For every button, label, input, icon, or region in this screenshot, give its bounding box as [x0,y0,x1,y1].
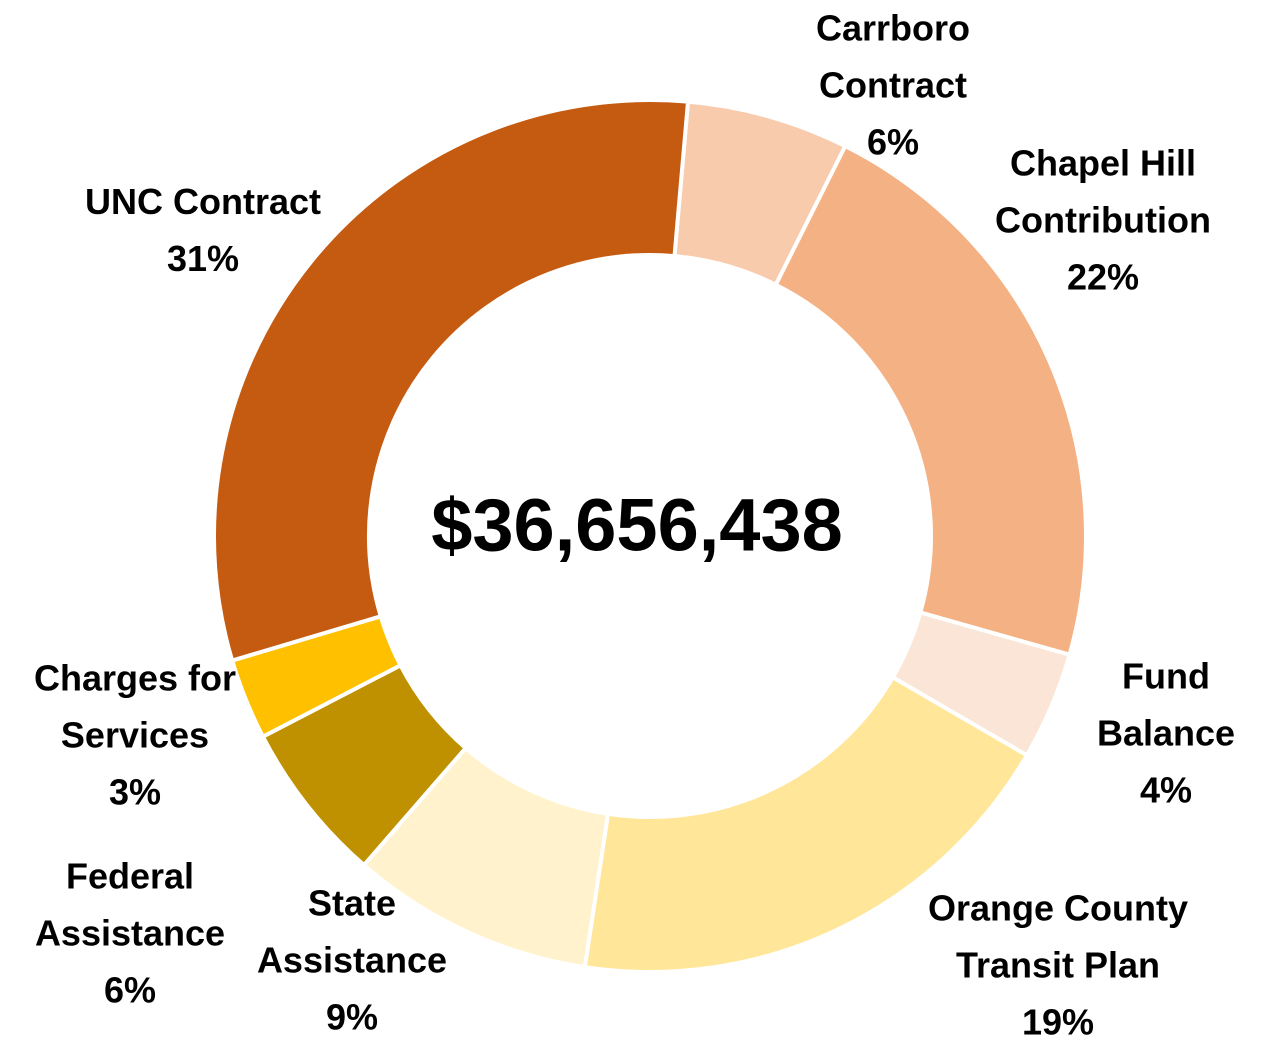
segment-label: UNC Contract 31% [53,173,353,287]
center-total: $36,656,438 [431,483,843,567]
segment-label: Orange County Transit Plan 19% [903,880,1213,1051]
percent-label: 22% [1066,256,1140,298]
percent-label: 3% [108,771,162,813]
category-name: Chapel Hill Contribution [995,142,1211,241]
segment-label: Chapel Hill Contribution 22% [968,135,1238,306]
percent-label: 6% [103,969,157,1011]
category-name: Orange County Transit Plan [927,887,1188,986]
segment-label: State Assistance 9% [242,875,462,1046]
category-name: Carrboro Contract [815,7,971,106]
segment-label: Fund Balance 4% [1081,648,1251,819]
category-name: Fund Balance [1096,655,1236,754]
category-name: Federal Assistance [34,855,226,954]
category-name: Charges for Services [33,657,237,756]
percent-label: 9% [325,996,379,1038]
category-name: State Assistance [256,882,448,981]
percent-label: 19% [1021,1001,1095,1043]
donut-segment [212,98,691,664]
percent-label: 31% [166,238,240,279]
donut-segment [582,674,1030,974]
percent-label: 4% [1139,769,1193,811]
segment-label: Carrboro Contract 6% [793,0,993,171]
percent-label: 6% [866,121,920,163]
segment-label: Charges for Services 3% [15,650,255,821]
category-name: UNC Contract [84,181,321,222]
segment-label: Federal Assistance 6% [20,848,240,1019]
donut-segment [773,143,1089,658]
